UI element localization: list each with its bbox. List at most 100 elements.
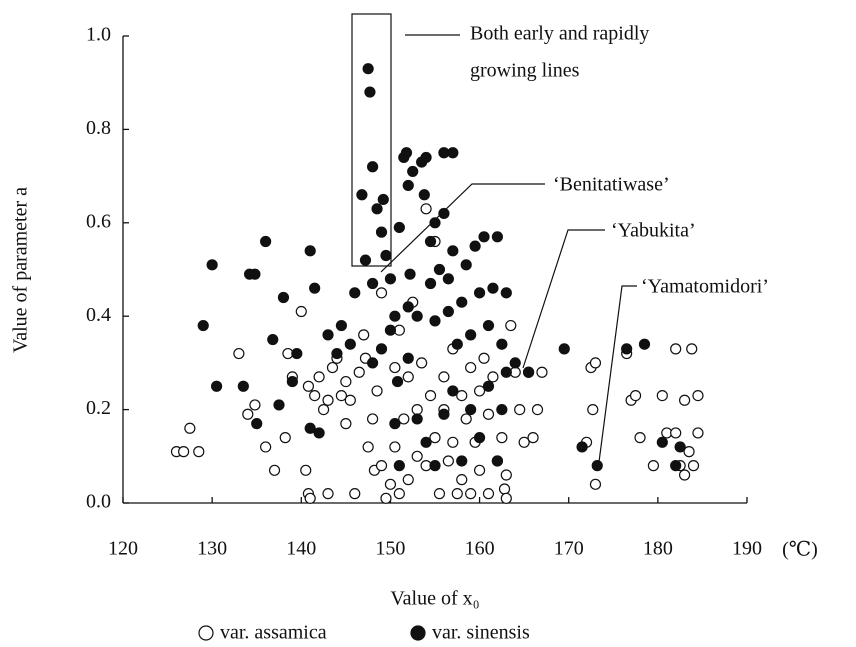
- point: [482, 380, 495, 392]
- legend-label: var. sinensis: [432, 622, 530, 644]
- point: [424, 235, 437, 248]
- point: [491, 231, 503, 243]
- point: [456, 455, 468, 467]
- point: [558, 343, 570, 355]
- point: [326, 361, 339, 374]
- point: [358, 329, 370, 341]
- point: [500, 287, 512, 299]
- point: [304, 245, 316, 257]
- point: [473, 432, 486, 444]
- legend-marker: [410, 625, 426, 641]
- point: [576, 441, 588, 453]
- legend-marker: [198, 625, 214, 641]
- point: [429, 315, 441, 327]
- point: [309, 282, 321, 294]
- point: [302, 380, 315, 392]
- annotation-leader: [522, 229, 605, 369]
- point: [400, 147, 413, 159]
- y-axis-label: Value of parameter a: [10, 187, 32, 353]
- x-tick-label: 190: [732, 538, 762, 560]
- annotation-leader: [380, 183, 545, 273]
- point: [393, 221, 405, 234]
- point: [460, 413, 472, 425]
- point: [411, 404, 423, 416]
- point: [349, 287, 361, 299]
- point: [465, 404, 477, 416]
- point: [309, 389, 321, 402]
- y-tick-label: 0.2: [86, 397, 111, 419]
- point: [304, 492, 316, 504]
- point: [402, 179, 414, 192]
- point: [670, 460, 682, 472]
- x-tick-label: 160: [465, 538, 495, 560]
- x-tick-label: 150: [375, 538, 405, 560]
- point: [402, 352, 414, 364]
- point: [420, 203, 432, 215]
- point: [420, 436, 432, 448]
- point: [500, 469, 512, 481]
- point: [211, 380, 223, 392]
- point: [331, 347, 343, 360]
- x-tick-label: 170: [554, 538, 584, 560]
- point: [451, 338, 463, 350]
- point: [638, 338, 651, 350]
- point: [384, 273, 397, 285]
- point: [505, 319, 517, 332]
- point: [420, 151, 432, 164]
- point: [178, 446, 190, 458]
- point: [375, 226, 388, 238]
- point: [438, 371, 450, 383]
- point: [384, 478, 397, 490]
- point: [473, 385, 486, 397]
- point: [678, 394, 691, 406]
- y-tick-label: 0.0: [86, 491, 111, 513]
- point: [404, 268, 416, 280]
- point: [411, 450, 423, 462]
- y-tick-label: 0.8: [86, 117, 111, 139]
- x-tick-label: 180: [643, 538, 673, 560]
- point: [514, 404, 526, 416]
- point: [442, 455, 454, 467]
- point: [260, 235, 272, 248]
- point: [442, 273, 454, 285]
- point: [389, 441, 401, 453]
- point: [433, 488, 446, 500]
- point: [389, 418, 401, 430]
- point: [242, 408, 254, 420]
- point: [621, 343, 633, 355]
- point: [670, 343, 682, 355]
- point: [447, 245, 459, 257]
- point: [389, 310, 401, 322]
- point: [591, 460, 603, 472]
- point: [340, 418, 352, 430]
- point: [353, 366, 365, 378]
- point: [380, 492, 392, 504]
- point: [402, 474, 414, 486]
- annotation-leader: [598, 285, 637, 463]
- point: [687, 460, 700, 472]
- point: [692, 389, 704, 402]
- point: [438, 408, 450, 420]
- point: [184, 422, 196, 434]
- point: [482, 408, 495, 420]
- point: [367, 357, 379, 369]
- point: [478, 352, 490, 364]
- highlight-box: [351, 13, 392, 267]
- point: [496, 338, 508, 350]
- point: [469, 240, 481, 252]
- annotation: ‘Yabukita’: [611, 220, 696, 242]
- point: [364, 86, 376, 98]
- x-tick-label: 130: [197, 538, 227, 560]
- point: [416, 357, 428, 369]
- point: [447, 147, 459, 159]
- point: [206, 259, 218, 271]
- point: [362, 441, 374, 453]
- annotation: Both early and rapidly: [470, 23, 649, 45]
- point: [402, 301, 414, 313]
- point: [487, 282, 499, 294]
- point: [313, 371, 325, 383]
- point: [451, 488, 463, 500]
- point: [589, 478, 602, 490]
- point: [344, 394, 356, 406]
- point: [424, 277, 437, 290]
